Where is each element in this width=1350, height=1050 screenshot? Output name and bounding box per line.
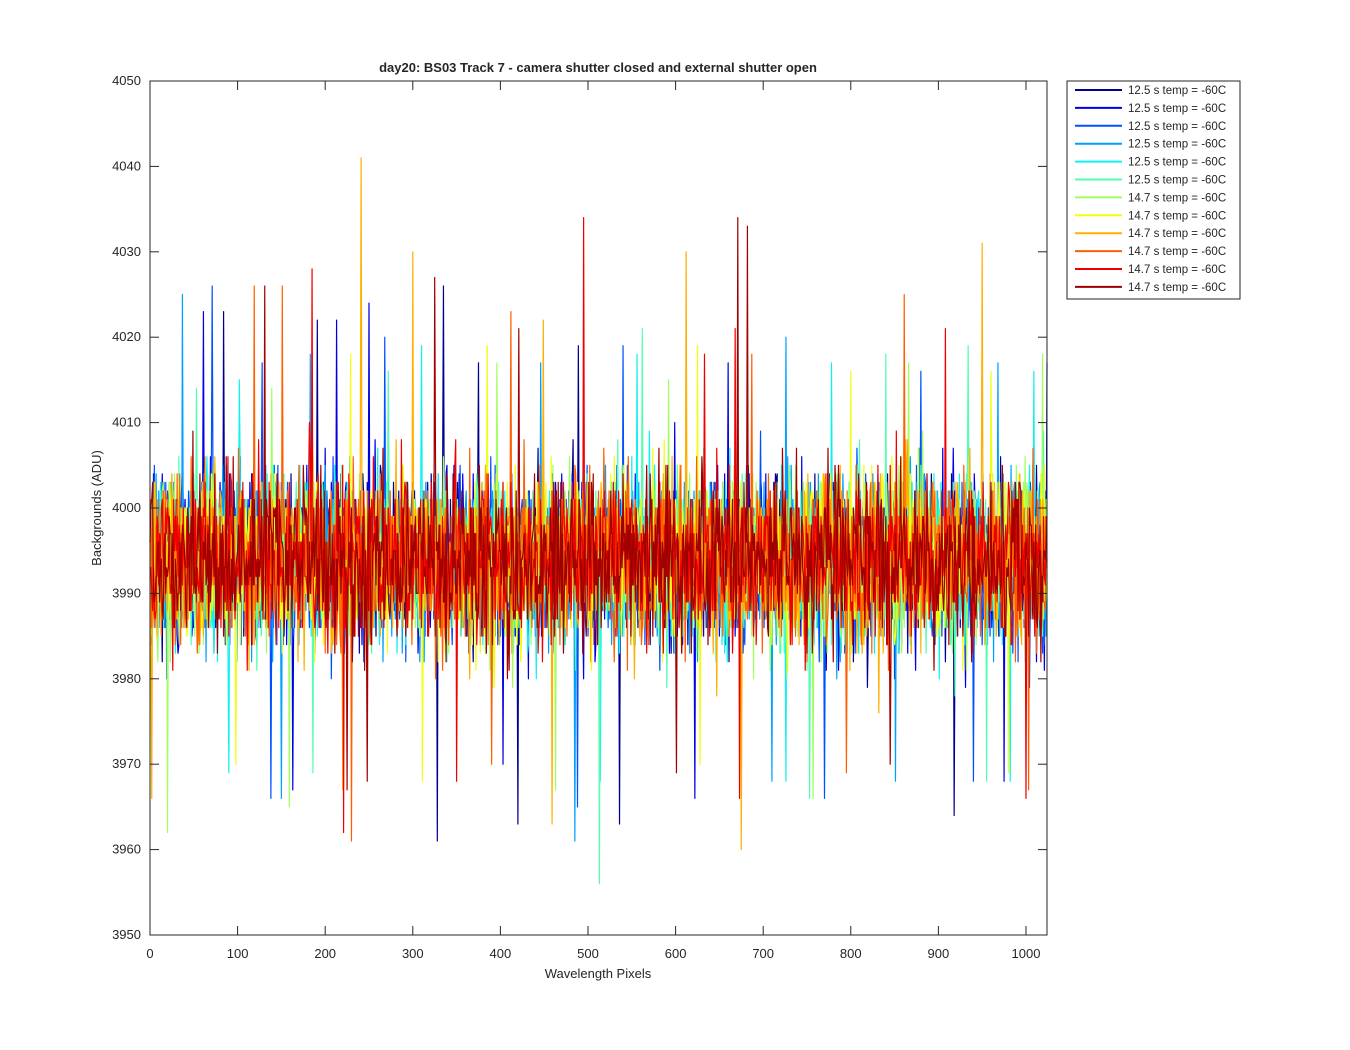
y-tick-label: 3980	[112, 671, 141, 686]
x-tick-label: 600	[665, 946, 687, 961]
y-axis-label: Backgrounds (ADU)	[89, 450, 104, 566]
x-tick-label: 400	[490, 946, 512, 961]
legend-label: 12.5 s temp = -60C	[1128, 139, 1226, 151]
x-tick-label: 500	[577, 946, 599, 961]
x-tick-label: 300	[402, 946, 424, 961]
x-tick-label: 1000	[1012, 946, 1041, 961]
y-tick-label: 3960	[112, 842, 141, 857]
legend: 12.5 s temp = -60C 12.5 s temp = -60C 12.5…	[1066, 80, 1241, 300]
x-tick-label: 200	[314, 946, 336, 961]
legend-label: 14.7 s temp = -60C	[1128, 210, 1226, 222]
legend-label: 14.7 s temp = -60C	[1128, 264, 1226, 276]
x-axis-label: Wavelength Pixels	[545, 966, 652, 981]
y-tick-label: 4050	[112, 73, 141, 88]
chart-title: day20: BS03 Track 7 - camera shutter clo…	[379, 60, 817, 75]
y-tick-label: 4020	[112, 329, 141, 344]
series-line	[149, 217, 1048, 791]
tick-layer: 0 100 200 300 400 500 600 700 800 900 1000 3950 3960…	[112, 73, 1047, 961]
x-tick-label: 900	[928, 946, 950, 961]
legend-label: 12.5 s temp = -60C	[1128, 103, 1226, 115]
x-tick-label: 0	[146, 946, 153, 961]
legend-box	[1066, 80, 1241, 300]
y-tick-label: 4010	[112, 415, 141, 430]
series-layer	[149, 157, 1048, 885]
legend-label: 14.7 s temp = -60C	[1128, 228, 1226, 240]
x-tick-label: 800	[840, 946, 862, 961]
y-tick-label: 4000	[112, 500, 141, 515]
y-tick-label: 3970	[112, 756, 141, 771]
y-tick-label: 3950	[112, 927, 141, 942]
x-tick-label: 700	[752, 946, 774, 961]
legend-label: 12.5 s temp = -60C	[1128, 121, 1226, 133]
x-tick-label: 100	[227, 946, 249, 961]
legend-label: 12.5 s temp = -60C	[1128, 157, 1226, 169]
legend-label: 14.7 s temp = -60C	[1128, 282, 1226, 294]
y-tick-label: 4030	[112, 244, 141, 259]
y-tick-label: 3990	[112, 585, 141, 600]
legend-label: 14.7 s temp = -60C	[1128, 246, 1226, 258]
legend-label: 12.5 s temp = -60C	[1128, 175, 1226, 187]
legend-label: 12.5 s temp = -60C	[1128, 85, 1226, 97]
y-tick-label: 4040	[112, 158, 141, 173]
legend-label: 14.7 s temp = -60C	[1128, 192, 1226, 204]
